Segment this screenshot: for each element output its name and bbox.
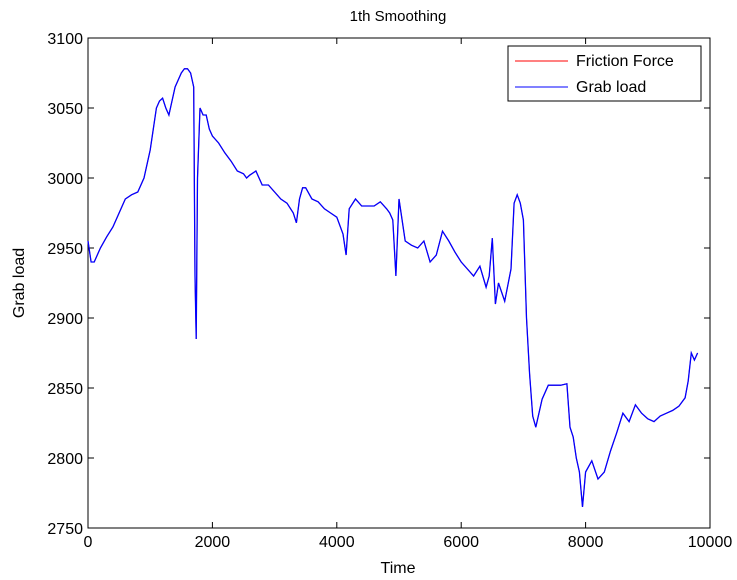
y-tick-label: 3100 — [47, 31, 83, 48]
x-axis-label: Time — [381, 560, 416, 577]
plot-area — [87, 37, 711, 529]
legend-label-friction-force: Friction Force — [576, 53, 674, 70]
legend: Friction Force Grab load — [507, 45, 702, 102]
x-tick-label: 8000 — [568, 534, 604, 551]
y-tick-label: 2850 — [47, 381, 83, 398]
x-tick-labels: 0 2000 4000 6000 8000 10000 — [84, 534, 733, 551]
x-tick-label: 6000 — [443, 534, 479, 551]
x-tick-label: 2000 — [195, 534, 231, 551]
y-tick-label: 2800 — [47, 451, 83, 468]
y-tick-labels: 2750 2800 2850 2900 2950 3000 3050 3100 — [47, 31, 83, 538]
tick-marks — [87, 37, 711, 529]
y-tick-label: 2750 — [47, 521, 83, 538]
x-tick-label: 0 — [84, 534, 93, 551]
y-axis-label: Grab load — [11, 248, 28, 318]
y-tick-label: 2950 — [47, 241, 83, 258]
chart-title: 1th Smoothing — [350, 8, 447, 25]
y-tick-label: 3000 — [47, 171, 83, 188]
y-tick-label: 2900 — [47, 311, 83, 328]
x-tick-label: 10000 — [688, 534, 733, 551]
x-tick-label: 4000 — [319, 534, 355, 551]
y-tick-label: 3050 — [47, 101, 83, 118]
series-lines — [87, 68, 699, 508]
series-line-grab-load — [87, 68, 699, 508]
legend-box — [507, 45, 702, 102]
legend-label-grab-load: Grab load — [576, 79, 646, 96]
